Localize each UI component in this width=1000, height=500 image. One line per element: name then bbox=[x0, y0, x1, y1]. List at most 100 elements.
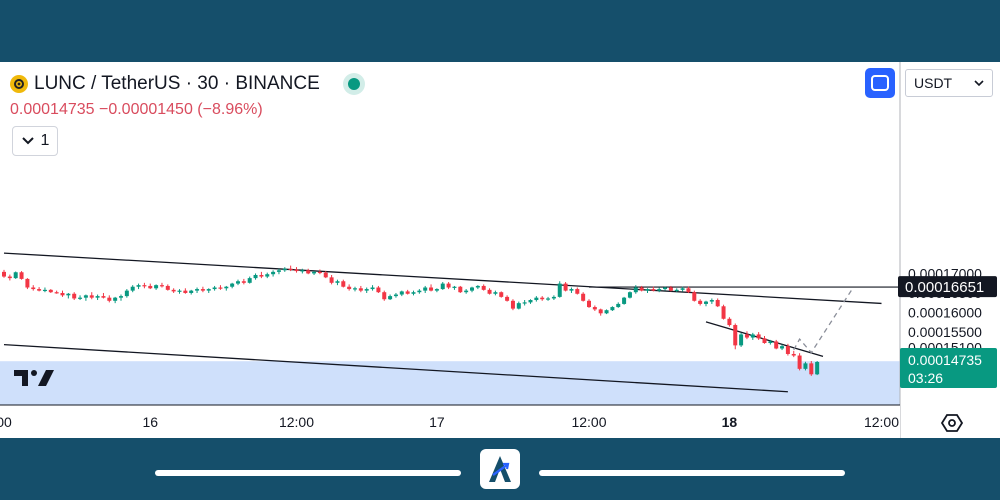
candle bbox=[657, 289, 662, 291]
top-frame-band bbox=[0, 0, 1000, 62]
candle bbox=[674, 289, 679, 292]
candle bbox=[101, 296, 106, 298]
candle bbox=[189, 290, 194, 293]
indicator-count: 1 bbox=[40, 132, 50, 149]
candle bbox=[680, 288, 685, 290]
candle bbox=[434, 289, 439, 291]
candle bbox=[423, 287, 428, 291]
candle bbox=[89, 295, 94, 298]
candle bbox=[171, 289, 176, 292]
candle bbox=[382, 292, 387, 300]
collapse-indicators-button[interactable]: 1 bbox=[12, 126, 58, 156]
candle bbox=[200, 289, 205, 291]
candle bbox=[376, 287, 381, 293]
candle bbox=[142, 285, 147, 287]
chart-settings-button[interactable] bbox=[940, 412, 964, 434]
left-slider-track[interactable] bbox=[155, 470, 461, 476]
candle bbox=[154, 285, 159, 289]
candle bbox=[733, 325, 738, 346]
candle bbox=[48, 289, 53, 293]
time-tick-label: 16 bbox=[142, 414, 158, 430]
projection-path[interactable] bbox=[793, 288, 853, 354]
candle bbox=[417, 290, 422, 293]
candle bbox=[78, 297, 83, 299]
candle bbox=[592, 307, 597, 310]
candle bbox=[633, 287, 638, 293]
time-tick-label: 12:00 bbox=[279, 414, 314, 430]
candle bbox=[7, 276, 12, 279]
candle bbox=[651, 289, 656, 291]
app-logo bbox=[480, 449, 520, 489]
candle bbox=[791, 353, 796, 356]
candle bbox=[358, 288, 363, 291]
candle bbox=[557, 283, 562, 297]
candle bbox=[522, 302, 527, 304]
candle bbox=[399, 291, 404, 295]
candle bbox=[130, 286, 135, 291]
candle bbox=[493, 292, 498, 294]
candle bbox=[282, 268, 287, 271]
candle bbox=[253, 274, 258, 279]
candle bbox=[668, 287, 673, 291]
candle bbox=[230, 283, 235, 287]
candle bbox=[25, 278, 30, 288]
candle bbox=[540, 297, 545, 300]
candle bbox=[464, 290, 469, 293]
rocket-a-logo-icon bbox=[489, 456, 511, 482]
candle bbox=[276, 270, 281, 272]
tradingview-logo[interactable] bbox=[14, 368, 54, 393]
candle bbox=[66, 293, 71, 296]
candle bbox=[72, 293, 77, 299]
fullscreen-button[interactable] bbox=[865, 68, 895, 98]
candle bbox=[487, 289, 492, 294]
chart-area[interactable]: 0.000170000.000165000.000160000.00015500… bbox=[0, 62, 1000, 438]
bar-countdown-text: 03:26 bbox=[908, 370, 943, 386]
candle bbox=[528, 300, 533, 303]
candle bbox=[803, 363, 808, 369]
candle bbox=[581, 293, 586, 301]
time-tick-label: 12:00 bbox=[864, 414, 899, 430]
candle bbox=[107, 297, 112, 301]
candle bbox=[598, 309, 603, 314]
last-price-tag: 0.00014735 03:26 bbox=[900, 347, 997, 388]
candle bbox=[341, 281, 346, 287]
price-chart[interactable]: 0.000170000.000165000.000160000.00015500… bbox=[0, 62, 1000, 438]
candle bbox=[610, 307, 615, 311]
candle bbox=[393, 294, 398, 297]
symbol-title[interactable]: LUNC / TetherUS · 30 · BINANCE bbox=[34, 73, 320, 94]
market-status-dot-icon bbox=[347, 78, 360, 90]
currency-select[interactable]: USDT bbox=[905, 69, 993, 97]
candle bbox=[739, 334, 744, 346]
candle bbox=[2, 271, 6, 277]
last-tag-bg bbox=[900, 347, 997, 388]
candle bbox=[756, 334, 761, 339]
candle bbox=[183, 290, 188, 293]
candle bbox=[785, 346, 790, 354]
level-tag-bg bbox=[898, 276, 997, 298]
time-tick-label: 17 bbox=[429, 414, 445, 430]
candle bbox=[300, 270, 305, 272]
trendline[interactable] bbox=[3, 252, 882, 305]
right-slider-track[interactable] bbox=[539, 470, 845, 476]
candle bbox=[780, 346, 785, 349]
candle bbox=[563, 283, 568, 291]
candle bbox=[587, 300, 591, 308]
chevron-down-icon bbox=[974, 79, 984, 86]
candle bbox=[329, 277, 334, 283]
fullscreen-icon bbox=[871, 75, 889, 91]
candle bbox=[265, 274, 270, 277]
candle bbox=[452, 286, 457, 288]
chevron-down-icon bbox=[21, 137, 34, 145]
settings-hexagon-icon bbox=[940, 414, 964, 432]
trendline[interactable] bbox=[3, 343, 788, 393]
candle bbox=[60, 292, 65, 296]
candle bbox=[31, 287, 36, 290]
candle bbox=[54, 292, 59, 294]
candle bbox=[622, 297, 627, 304]
candle bbox=[212, 287, 217, 290]
candle bbox=[510, 300, 515, 309]
level-tag-text: 0.00016651 bbox=[905, 279, 984, 296]
lunc-coin-icon bbox=[10, 75, 28, 93]
candle bbox=[218, 287, 223, 289]
price-tick-label: 0.00015500 bbox=[908, 324, 982, 340]
